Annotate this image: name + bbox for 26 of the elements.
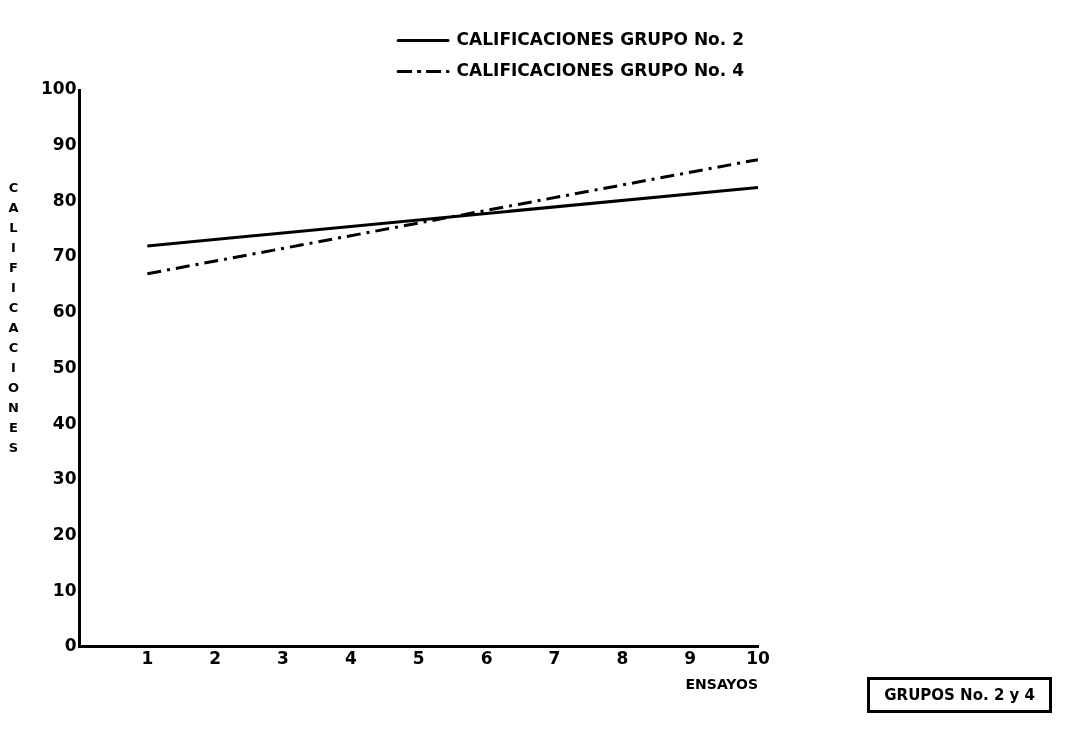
y-tick-label: 70 [52,245,77,266]
x-tick-label: 10 [746,648,770,669]
x-tick-label: 9 [684,648,697,669]
y-tick-label: 30 [52,468,77,489]
legend-label: CALIFICACIONES GRUPO No. 2 [456,28,744,49]
y-tick-label: 80 [52,189,77,210]
x-tick-label: 2 [209,648,222,669]
y-tick-label: 100 [40,78,77,99]
y-tick-label: 20 [52,523,77,544]
x-tick-label: 5 [412,648,425,669]
x-tick-label: 1 [141,648,154,669]
x-tick-label: 7 [548,648,561,669]
x-tick-label: 3 [277,648,289,669]
y-tick-label: 90 [52,134,77,155]
legend-label: CALIFICACIONES GRUPO No. 4 [456,59,745,80]
y-tick-label: 10 [52,579,77,600]
y-tick-label: 50 [52,356,77,377]
x-tick-label: 4 [344,648,357,669]
y-tick-label: 0 [64,635,77,656]
x-tick-label: 8 [616,648,629,669]
x-tick-label: 6 [480,648,493,669]
y-tick-label: 40 [52,412,77,433]
text: CALIFICACIONES [8,180,20,455]
text: GRUPOS No. 2 y 4 [867,677,1052,713]
x-axis-title: ENSAYOS [685,676,758,693]
y-tick-label: 60 [52,301,77,322]
